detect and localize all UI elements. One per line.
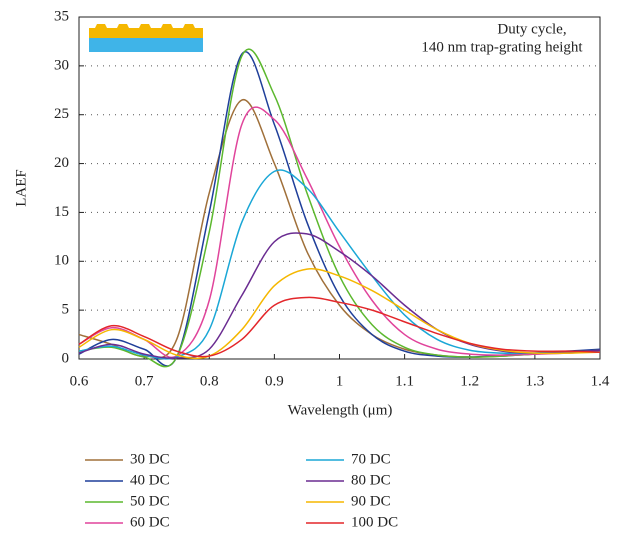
y-tick-label: 20 [54, 155, 69, 171]
legend-label: 30 DC [130, 451, 170, 467]
legend-label: 100 DC [351, 514, 398, 530]
x-tick-label: 1.1 [395, 373, 414, 389]
series-line [78, 232, 601, 359]
series-line [78, 106, 601, 359]
series-line [78, 51, 601, 367]
annotation: Duty cycle, [497, 21, 566, 37]
y-axis-label: LAEF [13, 169, 29, 207]
y-tick-label: 10 [54, 253, 69, 269]
inset-icon [89, 24, 203, 52]
x-tick-label: 0.6 [70, 373, 89, 389]
legend-label: 80 DC [351, 472, 391, 488]
x-axis-label: Wavelength (μm) [288, 402, 393, 418]
legend-label: 70 DC [351, 451, 391, 467]
x-tick-label: 1.4 [591, 373, 610, 389]
x-tick-label: 0.8 [200, 373, 219, 389]
y-tick-label: 5 [62, 302, 70, 318]
y-tick-label: 0 [62, 350, 70, 366]
series-line [78, 99, 601, 359]
x-tick-label: 1 [336, 373, 344, 389]
legend-label: 50 DC [130, 493, 170, 509]
x-tick-label: 1.2 [460, 373, 479, 389]
annotation: 140 nm trap-grating height [421, 39, 583, 55]
y-tick-label: 25 [54, 106, 69, 122]
plot-frame [78, 16, 601, 360]
series-line [78, 48, 601, 368]
legend-label: 60 DC [130, 514, 170, 530]
series-line [78, 268, 601, 360]
y-tick-label: 35 [54, 8, 69, 24]
y-tick-label: 30 [54, 57, 69, 73]
x-tick-label: 0.7 [135, 373, 154, 389]
y-tick-label: 15 [54, 204, 69, 220]
series-line [78, 169, 601, 360]
legend-label: 90 DC [351, 493, 391, 509]
x-tick-label: 0.9 [265, 373, 284, 389]
x-tick-label: 1.3 [526, 373, 545, 389]
series-line [78, 296, 601, 358]
legend-label: 40 DC [130, 472, 170, 488]
